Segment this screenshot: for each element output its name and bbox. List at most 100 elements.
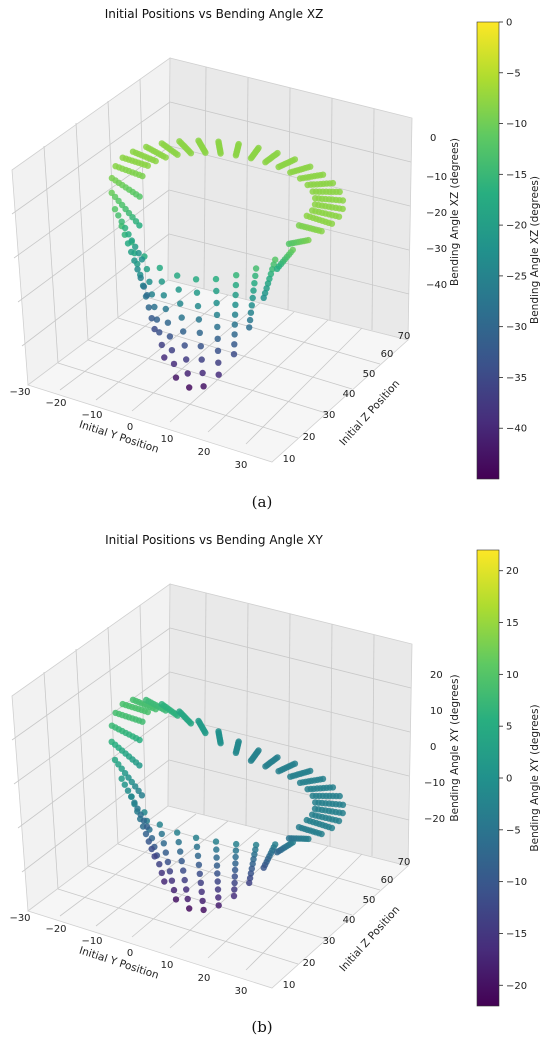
data-point [329,179,337,187]
data-point [232,301,239,308]
data-point [145,838,152,845]
data-point [214,878,221,885]
data-point [195,717,202,725]
colorbar-tick-label: 0 [506,18,512,29]
x-tick-label: 30 [235,460,248,471]
x-tick-label: 10 [161,960,174,971]
data-point [231,341,238,348]
data-point [156,264,163,272]
z-tick-label: −20 [426,208,447,219]
data-point [233,840,240,848]
data-point [214,886,222,893]
data-point [144,708,151,716]
z-axis: 0 −10 −20 −30 −40 Bending Angle XZ (degr… [426,133,461,291]
data-point [196,329,203,336]
data-point [197,879,204,886]
data-point [128,248,135,256]
data-point [168,877,176,884]
data-point [250,856,257,863]
data-point [125,231,132,238]
data-point [175,838,182,846]
data-point [273,849,281,856]
data-point [111,206,119,213]
x-tick-label: −30 [9,387,30,398]
data-point [195,316,203,323]
chart-title: Initial Positions vs Bending Angle XZ [105,7,324,21]
data-point [193,289,201,296]
colorbar-tick-label: −40 [506,424,527,435]
colorbar-tick-label: −15 [506,170,527,181]
data-point [166,868,174,875]
data-point [124,787,132,794]
data-point [143,696,150,704]
data-point [214,335,221,342]
data-point [115,212,122,219]
data-point [137,811,144,818]
data-point [250,287,257,294]
x-tick-label: −20 [45,398,66,409]
z-tick-label: 0 [430,133,436,144]
z-axis: 20 10 0 −10 −20 Bending Angle XY (degree… [424,670,461,825]
data-point [186,384,193,391]
data-point [158,341,165,349]
data-point [162,305,169,313]
gridlines [11,592,412,971]
data-point [166,333,174,340]
colorbar-gradient [476,21,500,480]
data-point [335,817,343,825]
data-point [264,280,272,287]
data-point [260,864,267,871]
data-point [158,701,165,708]
data-point [148,315,155,322]
data-point [197,343,204,350]
data-point [303,212,310,219]
colorbar-tick-label: 0 [506,774,512,785]
y-tick-label: 30 [323,410,336,421]
data-point [252,272,259,280]
data-point [158,278,165,285]
axes-panes [11,57,413,463]
data-point [151,325,158,333]
data-point [192,834,200,841]
data-point [291,760,299,767]
data-point [231,331,238,338]
y-tick-label: 10 [283,454,296,465]
data-point [335,213,343,220]
z-tick-label: −10 [424,778,445,789]
data-point [215,371,222,378]
data-point [248,302,255,309]
colorbar-tick-label: −35 [506,373,527,384]
data-point [118,765,125,772]
data-point [195,861,203,868]
data-point [176,138,183,145]
data-point [232,847,240,854]
data-point [121,770,129,777]
data-point [177,848,184,855]
data-point [255,144,262,152]
data-point [172,896,180,903]
data-point [252,841,260,849]
data-point [132,243,139,250]
data-point [181,876,188,884]
data-point [151,303,158,311]
data-point [232,853,239,861]
data-point [246,324,253,331]
data-point [115,761,122,768]
data-point [148,291,156,298]
data-point [339,197,347,204]
y-tick-label: 40 [343,915,356,926]
colorbar-tick-label: −5 [506,825,521,836]
data-point [230,351,238,358]
z-tick-label: 0 [430,742,436,753]
data-point [200,906,207,914]
data-point [339,205,346,213]
data-point [129,148,137,155]
data-point [180,867,187,874]
colorbar: 20 15 10 5 0 −5 −10 −15 −20 Bending Angle XY (de… [476,549,541,1007]
caption-a: (a) [252,493,273,511]
data-point [136,762,143,769]
data-point [134,266,141,273]
colorbar-ticks: 0 −5 −10 −15 −20 −25 −30 −35 −40 [499,18,527,435]
data-point [135,249,142,257]
data-point [137,274,144,282]
